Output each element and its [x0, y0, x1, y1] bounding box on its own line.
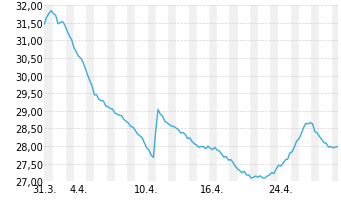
Bar: [54, 6, 65, 181]
Bar: [217, 6, 228, 181]
Bar: [238, 6, 249, 181]
Bar: [299, 6, 310, 181]
Bar: [94, 6, 106, 181]
Bar: [74, 6, 85, 181]
Bar: [156, 6, 167, 181]
Bar: [320, 6, 331, 181]
Bar: [176, 6, 188, 181]
Bar: [258, 6, 269, 181]
Bar: [135, 6, 147, 181]
Bar: [115, 6, 126, 181]
Bar: [197, 6, 208, 181]
Bar: [279, 6, 290, 181]
